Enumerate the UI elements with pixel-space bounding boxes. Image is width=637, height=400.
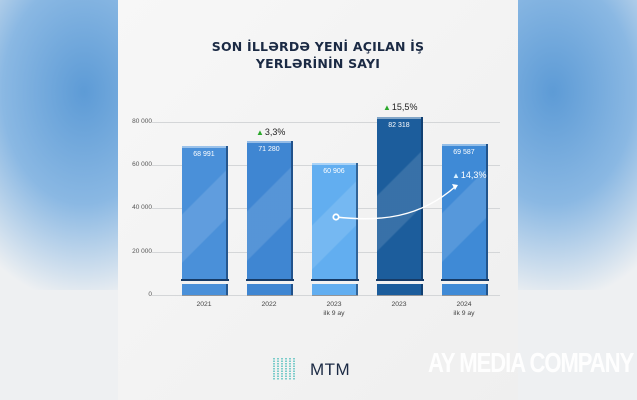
x-label: 2022 — [261, 301, 277, 308]
change-annotation-2022: ▲3,3% — [256, 127, 286, 137]
watermark: AY MEDIA COMPANY — [428, 347, 634, 379]
bar-value: 71 280 — [258, 146, 280, 153]
up-triangle-icon: ▲ — [452, 171, 460, 180]
gridline-0 — [152, 295, 500, 296]
gridline-80000 — [152, 122, 500, 123]
up-triangle-icon: ▲ — [256, 128, 264, 137]
change-annotation-2024: ▲14,3% — [452, 170, 487, 180]
y-tick: 20 000 — [132, 248, 152, 255]
axis-break — [246, 279, 294, 284]
up-triangle-icon: ▲ — [383, 103, 391, 112]
x-label: 2023 ilk 9 ay — [323, 301, 345, 317]
x-label: 2021 — [196, 301, 212, 308]
bar-2021: 68 991 — [181, 146, 229, 295]
mtm-logo-icon — [273, 358, 295, 380]
axis-break — [311, 279, 359, 284]
y-tick: 0 — [148, 291, 152, 298]
x-label: 2023 — [391, 301, 407, 308]
y-tick: 60 000 — [132, 161, 152, 168]
y-tick: 40 000 — [132, 204, 152, 211]
title-line-2: YERLƏRİNİN SAYI — [255, 56, 381, 71]
bar-value: 60 906 — [323, 168, 345, 175]
axis-break — [181, 279, 229, 284]
bar-2024-9-months: 69 587 — [441, 144, 489, 295]
bar-2022: 71 280 — [246, 141, 294, 295]
logo-text: MTM — [310, 360, 351, 379]
bar-2023-9-months: 60 906 — [311, 163, 359, 295]
change-annotation-2023: ▲15,5% — [383, 102, 418, 112]
x-label: 2024 ilk 9 ay — [453, 301, 475, 317]
axis-break — [441, 279, 489, 284]
axis-break — [376, 279, 424, 284]
bar-value: 69 587 — [453, 149, 475, 156]
y-tick: 80 000 — [132, 118, 152, 125]
bar-value: 68 991 — [193, 151, 215, 158]
bar-2023: 82 318 — [376, 117, 424, 295]
bar-value: 82 318 — [388, 122, 410, 129]
title-line-1: SON İLLƏRDƏ YENİ AÇILAN İŞ — [211, 39, 425, 54]
chart-title: SON İLLƏRDƏ YENİ AÇILAN İŞ YERLƏRİNİN SA… — [118, 38, 518, 72]
